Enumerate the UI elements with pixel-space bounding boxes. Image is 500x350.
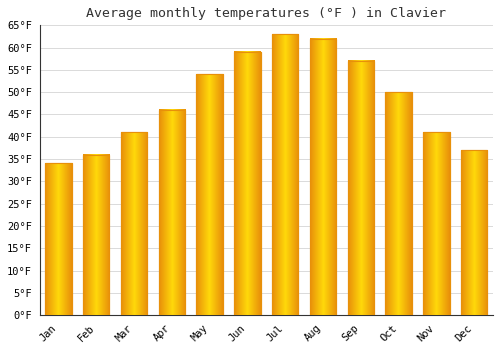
Bar	[386, 92, 412, 315]
Bar	[348, 61, 374, 315]
Bar	[234, 52, 260, 315]
Bar	[272, 34, 298, 315]
Bar	[310, 38, 336, 315]
Bar	[461, 150, 487, 315]
Bar	[272, 34, 298, 315]
Bar	[83, 155, 110, 315]
Bar	[423, 132, 450, 315]
Bar	[196, 74, 223, 315]
Bar	[158, 110, 185, 315]
Bar	[46, 163, 72, 315]
Bar	[196, 74, 223, 315]
Bar	[121, 132, 148, 315]
Bar	[234, 52, 260, 315]
Bar	[121, 132, 148, 315]
Bar	[386, 92, 412, 315]
Bar	[348, 61, 374, 315]
Bar	[46, 163, 72, 315]
Bar	[158, 110, 185, 315]
Bar	[310, 38, 336, 315]
Title: Average monthly temperatures (°F ) in Clavier: Average monthly temperatures (°F ) in Cl…	[86, 7, 446, 20]
Bar	[461, 150, 487, 315]
Bar	[423, 132, 450, 315]
Bar	[83, 155, 110, 315]
